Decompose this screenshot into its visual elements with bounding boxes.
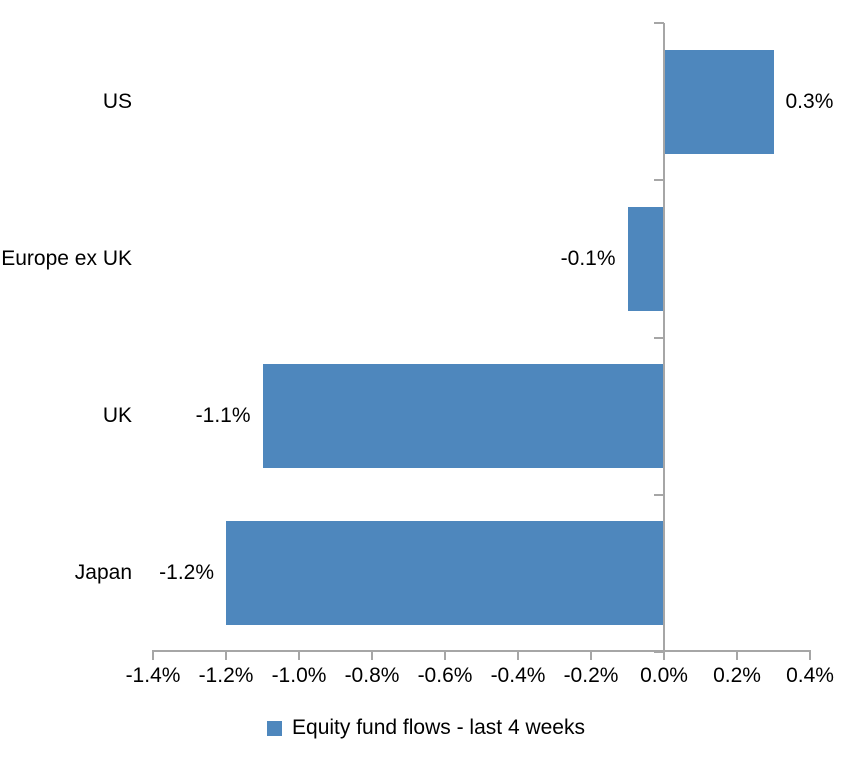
legend-color-swatch-icon xyxy=(267,720,283,736)
category-axis-tick xyxy=(654,651,664,653)
category-label-uk: UK xyxy=(102,404,132,428)
x-axis-tick-label: -1.4% xyxy=(125,664,181,687)
category-axis-tick xyxy=(654,179,664,181)
x-axis-tick-label: -0.8% xyxy=(344,664,400,687)
bar-europe-ex-uk xyxy=(627,206,664,311)
category-label-japan: Japan xyxy=(74,561,132,585)
x-axis-tick-label: 0.4% xyxy=(786,664,834,687)
value-label-us: 0.3% xyxy=(785,89,834,113)
bar-japan xyxy=(226,521,664,626)
category-axis-tick xyxy=(654,494,664,496)
category-label-europe-ex-uk: Europe ex UK xyxy=(1,246,132,270)
x-axis-tick-label: -1.0% xyxy=(271,664,327,687)
x-axis-tick xyxy=(663,650,665,660)
x-axis-tick-label: 0.2% xyxy=(713,664,761,687)
value-label-japan: -1.2% xyxy=(159,561,214,585)
x-axis-tick xyxy=(809,650,811,660)
x-axis-tick-label: -0.6% xyxy=(417,664,473,687)
x-axis-tick xyxy=(590,650,592,660)
category-label-us: US xyxy=(102,89,132,113)
value-label-uk: -1.1% xyxy=(195,404,251,428)
chart-legend: Equity fund flows - last 4 weeks xyxy=(0,716,852,740)
x-axis-tick-label: -0.2% xyxy=(563,664,619,687)
value-axis-line xyxy=(152,650,811,652)
value-label-europe-ex-uk: -0.1% xyxy=(560,246,616,270)
x-axis-tick xyxy=(298,650,300,660)
x-axis-tick-label: 0.0% xyxy=(640,664,688,687)
category-axis-tick xyxy=(654,22,664,24)
x-axis-tick xyxy=(371,650,373,660)
x-axis-tick xyxy=(444,650,446,660)
x-axis-tick xyxy=(225,650,227,660)
x-axis-tick xyxy=(517,650,519,660)
x-axis-tick xyxy=(152,650,154,660)
x-axis-tick xyxy=(736,650,738,660)
x-axis-tick-label: -1.2% xyxy=(198,664,254,687)
category-axis-tick xyxy=(654,337,664,339)
legend-label: Equity fund flows - last 4 weeks xyxy=(292,716,585,739)
category-axis-line xyxy=(663,23,665,652)
bar-uk xyxy=(262,364,664,469)
bar-us xyxy=(664,49,774,154)
x-axis-tick-label: -0.4% xyxy=(490,664,546,687)
